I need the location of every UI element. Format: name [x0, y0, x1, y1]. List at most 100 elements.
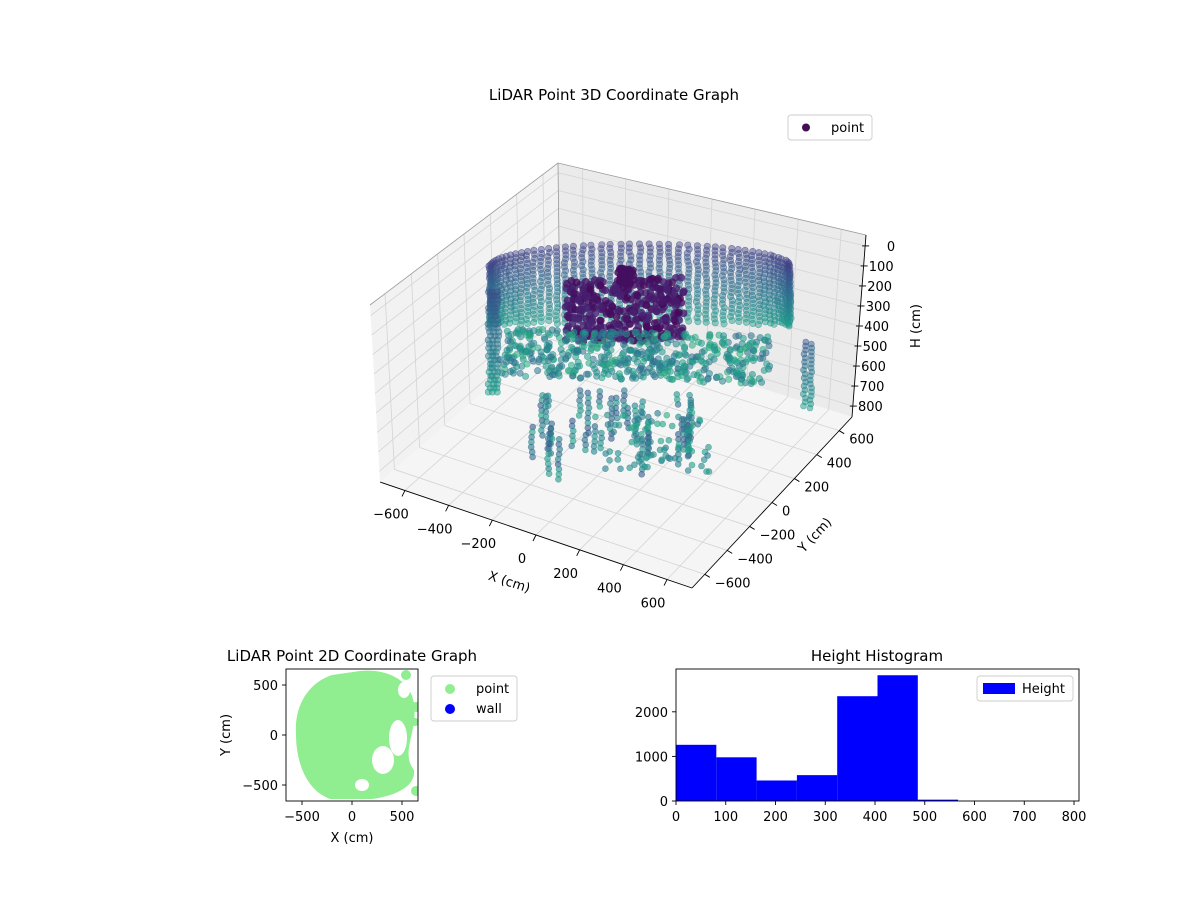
point-3d [645, 240, 653, 248]
grid-line-z-right-wall [558, 172, 866, 247]
point-3d [643, 323, 651, 331]
point-3d [553, 264, 561, 272]
point-3d [615, 421, 623, 429]
point-3d [582, 446, 589, 454]
point-3d [674, 401, 682, 408]
point-3d [755, 257, 763, 265]
legend-histogram: Height [976, 675, 1074, 702]
point-3d [702, 262, 710, 270]
point-3d [657, 437, 665, 445]
point-3d [516, 369, 524, 377]
point-3d [541, 335, 549, 343]
point-3d [685, 245, 693, 253]
point-3d [642, 426, 649, 433]
point-3d [636, 256, 644, 264]
point-3d [748, 311, 756, 319]
point-3d [728, 316, 736, 324]
point-3d [529, 278, 537, 286]
point-3d [702, 246, 710, 254]
point-3d [702, 302, 710, 310]
legend-height-swatch [983, 683, 1015, 694]
gap-2 [389, 720, 407, 756]
point-3d [544, 264, 552, 272]
point-3d [552, 316, 560, 324]
point-3d [682, 351, 690, 359]
point-3d [674, 253, 682, 261]
x-tick-label-histogram: 300 [813, 810, 838, 825]
z-tick-label-3d: 200 [867, 280, 892, 295]
point-3d [600, 361, 608, 369]
point-3d [585, 359, 593, 367]
point-3d [497, 278, 505, 286]
point-3d [667, 336, 675, 344]
point-3d [720, 304, 728, 312]
point-3d [556, 362, 564, 370]
grid-line-y-floor [419, 447, 728, 551]
point-3d [646, 364, 654, 372]
point-3d [590, 448, 598, 455]
grid-line-z-left-wall [374, 243, 560, 394]
point-3d [663, 285, 671, 294]
x-axis-label-3d: X (cm) [486, 569, 532, 597]
point-3d [674, 249, 682, 257]
point-3d [560, 259, 568, 267]
point-3d [728, 364, 736, 372]
pane-corner-edge [557, 162, 561, 326]
point-3d [597, 353, 605, 361]
point-3d [658, 456, 666, 464]
point-3d [685, 265, 693, 273]
point-3d [636, 252, 644, 260]
point-3d [505, 332, 513, 340]
y-axis-label-3d: Y (cm) [795, 515, 835, 557]
histogram-frame [675, 668, 1080, 802]
point-3d [720, 264, 728, 272]
point-3d [625, 244, 633, 252]
point-3d [742, 306, 750, 314]
point-3d [563, 301, 572, 310]
x-tick-mark-3d [488, 519, 493, 527]
point-3d [646, 260, 654, 268]
point-3d [727, 312, 735, 320]
point-3d [625, 248, 633, 256]
point-3d [655, 324, 663, 333]
point-3d [761, 336, 769, 344]
point-3d [505, 291, 513, 299]
point-3d [631, 315, 640, 324]
point-3d [720, 268, 728, 276]
histogram-bar [796, 775, 838, 801]
point-3d [688, 461, 696, 469]
x-tick-mark-3d [401, 490, 406, 497]
point-3d [537, 348, 545, 356]
point-3d [617, 256, 625, 264]
point-3d [660, 446, 668, 454]
point-3d [507, 251, 515, 259]
point-3d [529, 298, 537, 306]
point-3d [602, 465, 609, 473]
point-3d [517, 305, 525, 313]
point-3d [537, 246, 545, 254]
point-3d [552, 244, 560, 252]
point-3d [720, 320, 728, 328]
point-3d [607, 346, 615, 354]
point-3d [680, 287, 688, 296]
point-3d [623, 368, 631, 376]
point-cloud-gaps [355, 682, 410, 791]
point-3d [766, 315, 774, 323]
histogram-bar [676, 744, 717, 801]
point-3d [562, 267, 570, 275]
point-3d [749, 295, 757, 303]
x-tick-label-histogram: 0 [672, 810, 680, 825]
point-3d [720, 288, 728, 296]
point-3d [641, 330, 649, 338]
y-ticks-3d: −600 −400 −200 0 200 400 600 [704, 430, 874, 591]
point-3d [530, 310, 538, 318]
point-3d [636, 450, 644, 458]
point-3d [526, 330, 534, 338]
point-3d [611, 356, 619, 364]
point-3d [593, 372, 601, 380]
point-3d [711, 251, 719, 259]
point-3d [529, 453, 536, 461]
point-3d [601, 296, 610, 305]
point-3d [806, 404, 814, 412]
point-3d [672, 296, 681, 305]
